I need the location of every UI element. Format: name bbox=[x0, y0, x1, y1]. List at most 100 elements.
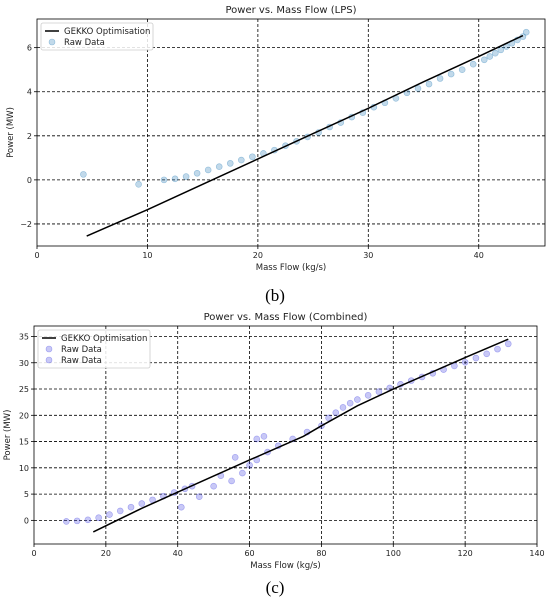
x-tick-label: 10 bbox=[142, 251, 152, 260]
plot-frame bbox=[33, 325, 538, 545]
data-point bbox=[414, 85, 422, 92]
data-point bbox=[332, 409, 340, 416]
y-tick-label: 0 bbox=[24, 516, 29, 525]
legend-box bbox=[40, 22, 154, 51]
y-tick-label: 6 bbox=[27, 44, 32, 53]
panel-label-b: (b) bbox=[265, 286, 285, 305]
data-point bbox=[486, 53, 494, 60]
data-point bbox=[492, 49, 499, 57]
chart-combined: Power vs. Mass Flow (Combined) 0 20 40 60 80 1… bbox=[3, 312, 545, 571]
data-point bbox=[182, 173, 190, 180]
x-axis-label: Mass Flow (kg/s) bbox=[256, 263, 326, 273]
y-tick-label: 30 bbox=[19, 359, 29, 368]
data-point bbox=[461, 358, 469, 366]
x-tick-label: 100 bbox=[386, 549, 401, 558]
data-point bbox=[375, 388, 383, 395]
data-point bbox=[231, 454, 239, 461]
data-point bbox=[249, 153, 256, 161]
chart-title: Power vs. Mass Flow (LPS) bbox=[225, 5, 356, 16]
x-tick-label: 40 bbox=[173, 549, 183, 558]
y-tick-label: 5 bbox=[24, 490, 29, 499]
data-point bbox=[210, 482, 217, 490]
x-axis-label: Mass Flow (kg/s) bbox=[250, 561, 320, 571]
x-tick-label: 60 bbox=[244, 549, 254, 558]
data-point bbox=[339, 404, 347, 411]
data-point bbox=[80, 171, 87, 178]
data-point bbox=[246, 461, 253, 469]
data-point bbox=[469, 60, 477, 68]
y-axis-label: Power (MW) bbox=[6, 107, 16, 158]
x-tick-label: 0 bbox=[31, 549, 36, 558]
y-tick-label: 15 bbox=[19, 438, 29, 447]
data-point bbox=[226, 160, 234, 167]
data-point bbox=[215, 163, 223, 170]
x-tick-label: 30 bbox=[363, 251, 373, 260]
data-point bbox=[325, 414, 332, 422]
y-tick-label: 25 bbox=[19, 385, 29, 394]
legend-marker-swatch bbox=[48, 38, 56, 46]
data-point bbox=[364, 392, 372, 399]
data-point bbox=[116, 507, 124, 515]
data-point bbox=[504, 340, 512, 348]
data-point bbox=[238, 156, 245, 164]
chart-title: Power vs. Mass Flow (Combined) bbox=[204, 312, 368, 323]
data-point bbox=[447, 70, 455, 78]
data-point bbox=[106, 511, 113, 518]
legend-marker-swatch bbox=[45, 345, 53, 353]
y-tick-label: 2 bbox=[27, 132, 32, 141]
legend-marker-swatch bbox=[45, 356, 53, 364]
data-point bbox=[193, 169, 201, 177]
data-point bbox=[84, 516, 92, 524]
data-point bbox=[354, 396, 361, 403]
legend-label: Raw Data bbox=[61, 345, 102, 355]
panel-label-c: (c) bbox=[265, 578, 285, 597]
data-point bbox=[425, 80, 433, 88]
chart-lps: Power vs. Mass Flow (LPS) 0 10 20 30 40 −2 0 2 4 6… bbox=[6, 5, 546, 273]
fit-line bbox=[86, 34, 524, 237]
y-tick-label: 4 bbox=[27, 88, 32, 97]
legend-label: GEKKO Optimisation bbox=[61, 334, 147, 344]
data-point bbox=[260, 433, 268, 440]
data-point bbox=[171, 175, 179, 183]
x-tick-label: 80 bbox=[316, 549, 326, 558]
x-tick-label: 120 bbox=[458, 549, 473, 558]
scatter-series bbox=[63, 422, 325, 525]
legend-label: Raw Data bbox=[64, 38, 105, 48]
data-point bbox=[178, 503, 185, 511]
x-tick-label: 20 bbox=[101, 549, 111, 558]
y-tick-label: 20 bbox=[19, 411, 29, 420]
legend-box bbox=[37, 329, 151, 369]
data-point bbox=[63, 518, 70, 525]
data-point bbox=[127, 503, 135, 511]
data-point bbox=[497, 46, 505, 54]
y-axis-label: Power (MW) bbox=[3, 410, 13, 461]
data-point bbox=[138, 500, 146, 507]
x-tick-label: 140 bbox=[529, 549, 544, 558]
y-tick-label: −2 bbox=[20, 220, 32, 229]
data-point bbox=[494, 345, 501, 353]
x-tick-label: 20 bbox=[253, 251, 263, 260]
data-point bbox=[73, 517, 81, 525]
data-point bbox=[480, 56, 488, 64]
fit-line bbox=[92, 338, 509, 533]
data-point bbox=[346, 399, 354, 407]
y-tick-label: 0 bbox=[27, 176, 32, 185]
legend-label: GEKKO Optimisation bbox=[64, 27, 150, 37]
legend-label: Raw Data bbox=[61, 356, 102, 366]
y-tick-label: 10 bbox=[19, 464, 29, 473]
y-tick-label: 35 bbox=[19, 333, 29, 342]
data-point bbox=[472, 354, 480, 362]
data-point bbox=[135, 180, 142, 188]
scatter-series bbox=[80, 28, 530, 188]
data-point bbox=[253, 435, 261, 443]
x-tick-label: 0 bbox=[34, 251, 39, 260]
data-point bbox=[239, 469, 246, 477]
scatter-series bbox=[178, 340, 512, 511]
data-point bbox=[204, 166, 212, 174]
data-point bbox=[483, 350, 491, 358]
data-point bbox=[195, 493, 203, 501]
data-point bbox=[160, 176, 168, 184]
data-point bbox=[436, 75, 444, 82]
